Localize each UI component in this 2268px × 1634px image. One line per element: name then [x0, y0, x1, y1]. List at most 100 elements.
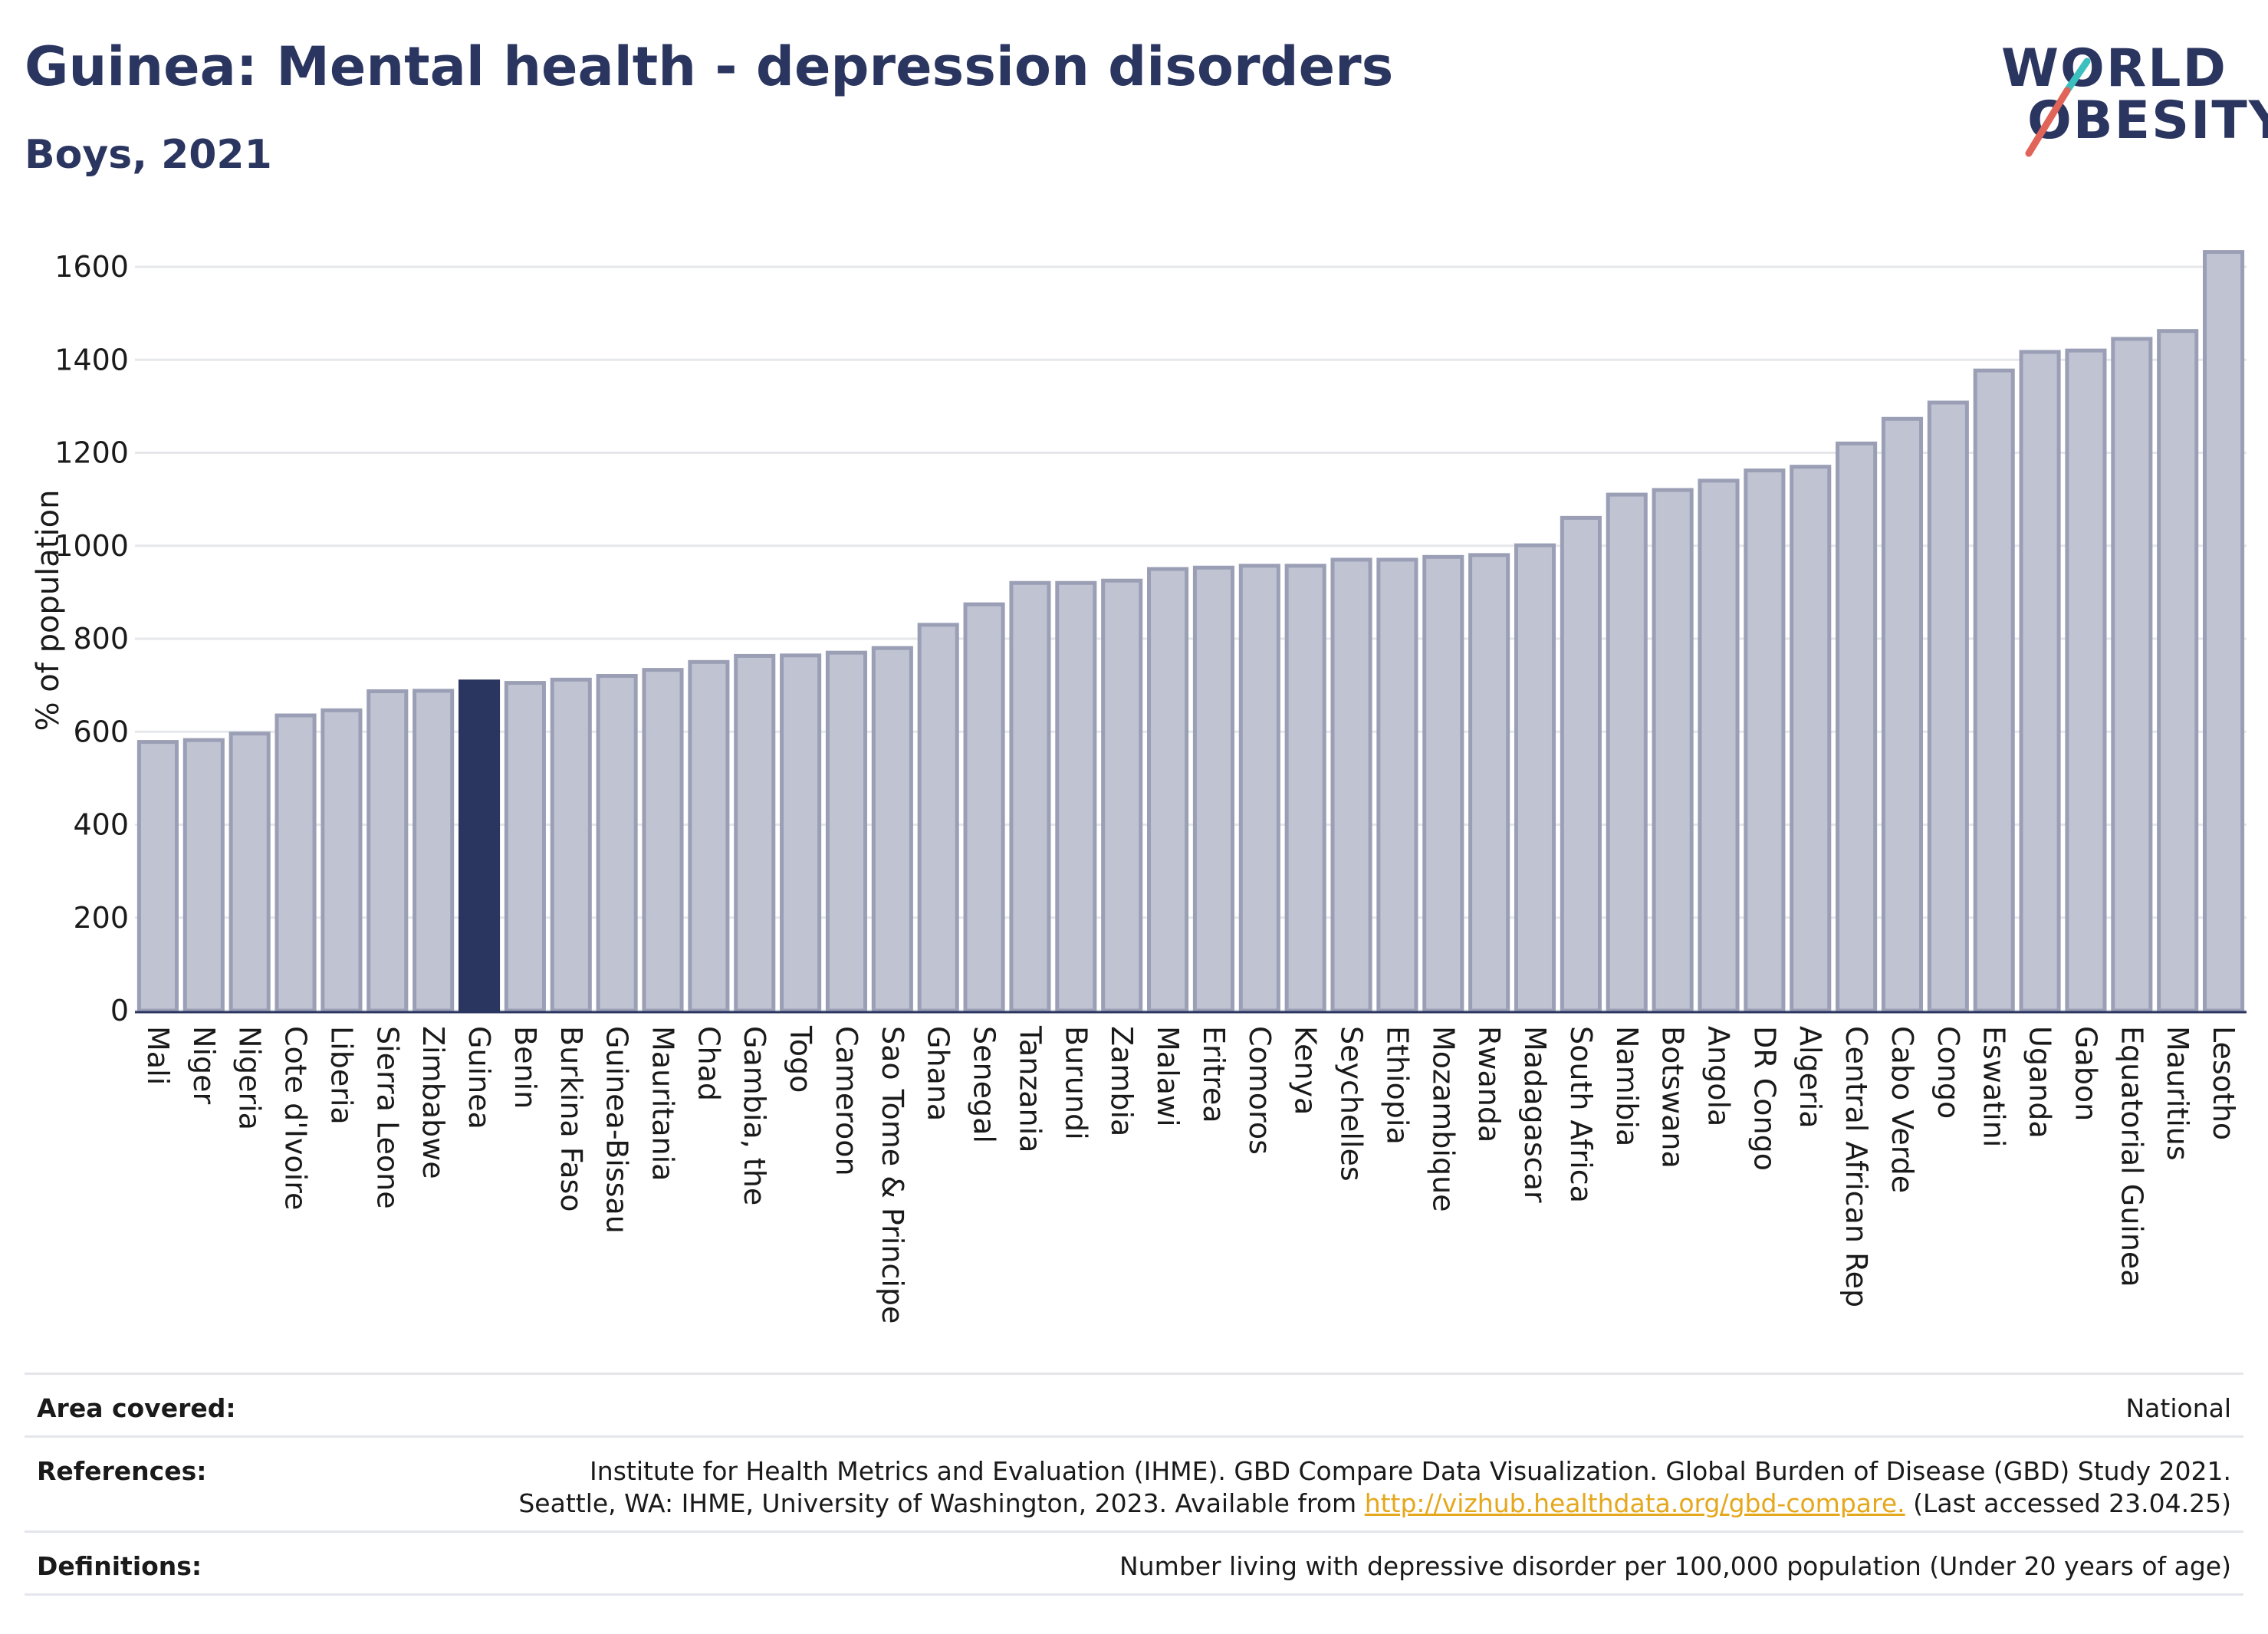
bar-zimbabwe[interactable] [413, 689, 455, 1013]
bar-togo[interactable] [780, 653, 822, 1013]
definitions-label: Definitions: [37, 1551, 202, 1581]
x-tick-label: Tanzania [1013, 1025, 1047, 1152]
x-tick-label: Benin [508, 1026, 542, 1109]
y-tick-label: 200 [73, 901, 129, 935]
bar-niger[interactable] [182, 738, 225, 1013]
bar-malawi[interactable] [1147, 567, 1189, 1013]
bar-mali[interactable] [136, 740, 179, 1013]
references-label: References: [37, 1456, 207, 1486]
x-tick-label: Angola [1702, 1026, 1736, 1126]
references-row: References: Institute for Health Metrics… [25, 1435, 2243, 1533]
x-tick-label: Mauritius [2161, 1026, 2194, 1161]
bar-senegal[interactable] [963, 602, 1005, 1013]
bar-madagascar[interactable] [1514, 543, 1556, 1013]
bar-lesotho[interactable] [2203, 250, 2245, 1013]
world-obesity-logo: WORLD OBESITY [2001, 23, 2268, 161]
bar-central-african-rep[interactable] [1836, 441, 1878, 1013]
bar-guinea-bissau[interactable] [596, 674, 638, 1013]
x-tick-label: Congo [1931, 1026, 1965, 1119]
x-tick-label: Mozambique [1426, 1026, 1460, 1212]
x-tick-label: DR Congo [1747, 1026, 1781, 1171]
bars [136, 250, 2245, 1013]
y-tick-label: 1600 [54, 250, 129, 284]
x-tick-label: Rwanda [1472, 1026, 1506, 1142]
bar-zambia[interactable] [1101, 578, 1143, 1013]
x-tick-label: Lesotho [2207, 1026, 2240, 1140]
bar-botswana[interactable] [1652, 488, 1694, 1013]
x-tick-label: Eswatini [1977, 1026, 2011, 1147]
bar-nigeria[interactable] [228, 732, 271, 1013]
area-covered-row: Area covered: National [25, 1373, 2243, 1438]
bar-dr-congo[interactable] [1744, 469, 1786, 1013]
bar-guinea[interactable] [458, 679, 501, 1013]
bar-chart: 0 200 400 600 800 1000 1200 1400 1600 Mali Niger N… [31, 250, 2247, 1323]
bar-gambia-the[interactable] [734, 653, 776, 1013]
bar-congo[interactable] [1927, 400, 1969, 1013]
definitions-row: Definitions: Number living with depressi… [25, 1530, 2243, 1596]
x-tick-label: Togo [784, 1025, 817, 1093]
bar-angola[interactable] [1698, 478, 1740, 1013]
x-tick-label: Seychelles [1335, 1026, 1369, 1182]
references-line-1: Institute for Health Metrics and Evaluat… [590, 1456, 2231, 1486]
y-tick-label: 1400 [54, 343, 129, 376]
x-tick-label: Sierra Leone [370, 1026, 404, 1209]
x-tick-label: Zambia [1105, 1026, 1139, 1136]
x-tick-label: Nigeria [233, 1026, 267, 1130]
x-tick-label: Equatorial Guinea [2115, 1026, 2148, 1287]
x-tick-label: Zimbabwe [416, 1026, 450, 1179]
bar-comoros[interactable] [1238, 564, 1280, 1013]
bar-tanzania[interactable] [1009, 580, 1051, 1013]
bar-eritrea[interactable] [1192, 565, 1234, 1013]
bar-ethiopia[interactable] [1376, 557, 1418, 1013]
bar-mauritania[interactable] [642, 668, 684, 1013]
bar-mauritius[interactable] [2157, 329, 2199, 1013]
bar-mozambique[interactable] [1422, 554, 1464, 1013]
bar-seychelles[interactable] [1330, 557, 1372, 1013]
references-link[interactable]: http://vizhub.healthdata.org/gbd-compare… [1364, 1488, 1905, 1518]
bar-chad[interactable] [688, 659, 730, 1013]
references-accessed-text: (Last accessed 23.04.25) [1905, 1488, 2231, 1518]
logo-word-world: WORLD [2001, 38, 2227, 99]
logo-slash-icon [2025, 58, 2091, 157]
bar-cabo-verde[interactable] [1881, 416, 1924, 1013]
x-tick-label: Burundi [1059, 1026, 1093, 1140]
bar-eswatini[interactable] [1973, 368, 2015, 1013]
bar-ghana[interactable] [917, 623, 959, 1013]
bar-sao-tome-principe[interactable] [871, 646, 913, 1013]
x-tick-label: Central African Rep [1839, 1026, 1873, 1307]
bar-burundi[interactable] [1055, 580, 1097, 1013]
bar-burkina-faso[interactable] [550, 677, 592, 1013]
bar-gabon[interactable] [2065, 348, 2107, 1013]
x-tick-label: Gambia, the [738, 1026, 771, 1205]
bar-liberia[interactable] [320, 708, 363, 1013]
y-tick-label: 1200 [54, 436, 129, 470]
bar-cote-d-ivoire[interactable] [274, 713, 317, 1013]
x-tick-label: Namibia [1610, 1026, 1644, 1146]
bar-sierra-leone[interactable] [366, 689, 409, 1013]
bar-south-africa[interactable] [1560, 515, 1602, 1013]
bar-namibia[interactable] [1606, 492, 1648, 1013]
x-tick-label: Botswana [1656, 1026, 1690, 1169]
y-axis-label: % of population [31, 490, 66, 732]
x-tick-label: Uganda [2023, 1026, 2057, 1139]
x-tick-label: Cote d'Ivoire [279, 1026, 313, 1210]
x-tick-label: Madagascar [1518, 1026, 1552, 1203]
x-tick-label: Malawi [1151, 1026, 1185, 1127]
references-line-2-text: Seattle, WA: IHME, University of Washing… [518, 1488, 1365, 1518]
bar-cameroon[interactable] [825, 650, 868, 1013]
x-tick-label: Kenya [1289, 1026, 1323, 1115]
bar-uganda[interactable] [2019, 350, 2061, 1013]
y-tick-label: 400 [73, 808, 129, 842]
bar-equatorial-guinea[interactable] [2111, 337, 2153, 1013]
x-tick-label: Comoros [1243, 1026, 1277, 1155]
bar-rwanda[interactable] [1468, 553, 1510, 1013]
bar-benin[interactable] [504, 681, 546, 1013]
chart-title: Guinea: Mental health - depression disor… [25, 35, 1394, 98]
x-tick-label: Algeria [1793, 1026, 1827, 1129]
definitions-value: Number living with depressive disorder p… [1119, 1551, 2231, 1581]
chart-subtitle: Boys, 2021 [25, 132, 272, 178]
bar-kenya[interactable] [1284, 564, 1326, 1013]
x-tick-label: Senegal [968, 1026, 1001, 1143]
bar-algeria[interactable] [1790, 465, 1832, 1013]
x-tick-label: Mali [141, 1026, 175, 1085]
